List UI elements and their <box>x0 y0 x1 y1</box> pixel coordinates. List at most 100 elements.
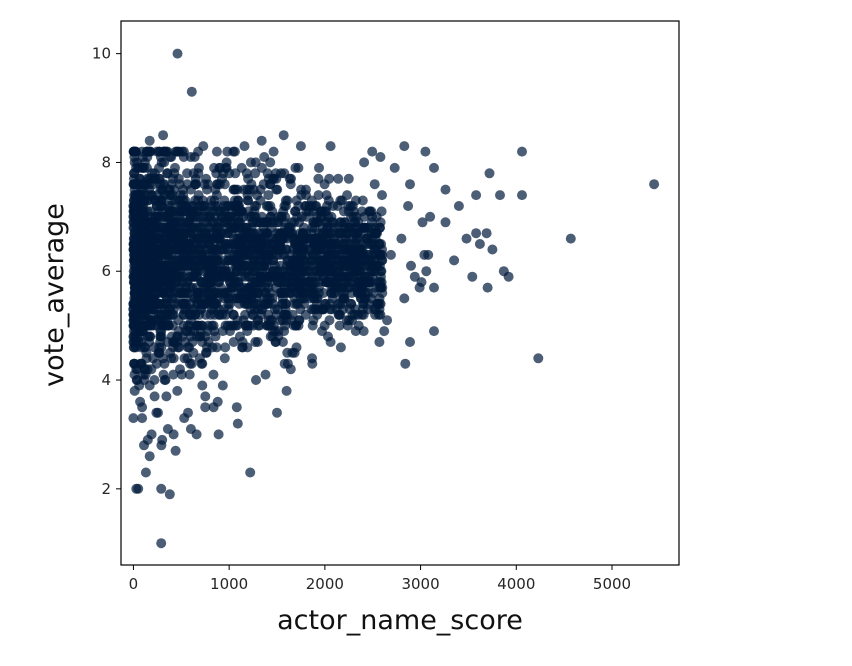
scatter-point <box>260 369 271 380</box>
scatter-point <box>139 364 150 375</box>
scatter-point <box>375 271 386 282</box>
scatter-point <box>372 260 383 271</box>
scatter-point <box>149 249 160 260</box>
scatter-point <box>347 309 358 320</box>
scatter-point <box>151 407 162 418</box>
scatter-point <box>279 358 290 369</box>
scatter-point <box>210 184 221 195</box>
scatter-point <box>202 249 213 260</box>
scatter-point <box>141 288 152 298</box>
scatter-point <box>228 337 239 347</box>
scatter-point <box>449 255 460 266</box>
scatter-point <box>517 146 527 157</box>
scatter-point <box>286 173 296 184</box>
scatter-point <box>352 228 363 239</box>
scatter-point <box>184 260 195 271</box>
scatter-point <box>484 168 495 179</box>
scatter-point <box>221 157 232 168</box>
scatter-point <box>335 217 346 228</box>
scatter-point <box>159 358 170 369</box>
scatter-point <box>280 277 291 288</box>
scatter-point <box>207 217 218 228</box>
scatter-point <box>178 152 189 162</box>
scatter-point <box>135 396 146 407</box>
scatter-point <box>185 309 196 320</box>
scatter-point <box>315 266 326 277</box>
scatter-point <box>143 190 153 201</box>
scatter-point <box>215 282 226 293</box>
scatter-point <box>298 293 309 304</box>
scatter-point <box>268 146 279 157</box>
scatter-point <box>197 337 208 347</box>
scatter-point <box>159 271 170 282</box>
scatter-point <box>156 483 167 494</box>
scatter-point <box>276 168 286 179</box>
scatter-point <box>208 369 219 380</box>
scatter-point <box>256 135 267 146</box>
scatter-point <box>303 277 314 288</box>
scatter-point <box>151 358 162 369</box>
x-tick-label: 5000 <box>593 575 631 593</box>
scatter-point <box>140 467 151 478</box>
scatter-point <box>379 326 390 337</box>
scatter-point <box>375 152 386 162</box>
y-tick-label: 2 <box>101 480 111 498</box>
scatter-point <box>219 255 230 266</box>
scatter-point <box>157 434 168 445</box>
scatter-point <box>133 288 144 298</box>
scatter-point <box>305 293 316 304</box>
scatter-point <box>212 396 223 407</box>
scatter-point <box>203 233 214 244</box>
scatter-point <box>196 228 207 239</box>
scatter-point <box>565 233 576 244</box>
scatter-point <box>482 282 493 293</box>
scatter-point <box>236 162 247 173</box>
scatter-point <box>399 141 410 152</box>
scatter-point <box>350 326 361 337</box>
scatter-point <box>440 217 451 228</box>
scatter-point <box>322 217 332 228</box>
scatter-point <box>236 233 246 244</box>
scatter-point <box>319 244 330 255</box>
scatter-point <box>270 337 281 347</box>
scatter-point <box>144 135 155 146</box>
scatter-point <box>240 260 251 271</box>
scatter-point <box>153 260 163 271</box>
scatter-point <box>184 369 195 380</box>
scatter-point <box>198 141 209 152</box>
scatter-point <box>225 298 235 309</box>
scatter-point <box>174 179 185 190</box>
scatter-point <box>325 141 336 152</box>
scatter-point <box>403 201 414 211</box>
scatter-point <box>314 255 325 266</box>
scatter-point <box>280 195 291 206</box>
scatter-point <box>303 244 314 255</box>
scatter-point <box>242 190 253 201</box>
scatter-point <box>190 179 201 190</box>
scatter-point <box>333 173 344 184</box>
scatter-point <box>429 282 439 293</box>
scatter-point <box>215 271 226 282</box>
scatter-point <box>290 239 301 249</box>
scatter-point <box>156 538 167 549</box>
scatter-point <box>211 146 222 157</box>
scatter-point <box>193 288 203 298</box>
scatter-point <box>131 266 142 277</box>
scatter-point <box>429 326 439 337</box>
scatter-point <box>311 239 321 249</box>
scatter-point <box>164 489 175 500</box>
scatter-point <box>250 168 261 179</box>
scatter-point <box>129 244 140 255</box>
scatter-point <box>199 298 210 309</box>
scatter-point <box>145 331 155 342</box>
scatter-point <box>198 201 209 211</box>
scatter-point <box>260 298 271 309</box>
scatter-point <box>222 201 233 211</box>
scatter-point <box>301 211 312 222</box>
scatter-point <box>149 391 160 402</box>
scatter-point <box>276 288 287 298</box>
scatter-point <box>137 413 148 424</box>
scatter-point <box>369 179 380 190</box>
scatter-point <box>308 217 319 228</box>
scatter-point <box>312 309 323 320</box>
